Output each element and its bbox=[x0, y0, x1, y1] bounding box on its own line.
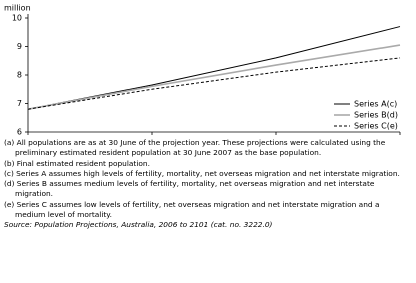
y-tick-label: 10 bbox=[12, 14, 22, 23]
footnote: (e) Series C assumes low levels of ferti… bbox=[4, 199, 380, 220]
footnote: (a) All populations are as at 30 June of… bbox=[4, 138, 386, 158]
y-axis-label: million bbox=[4, 4, 31, 13]
footnote: (c) Series A assumes high levels of fert… bbox=[4, 168, 400, 178]
footnote: (d) Series B assumes medium levels of fe… bbox=[4, 179, 375, 199]
y-tick-label: 8 bbox=[17, 71, 22, 80]
y-tick-label: 9 bbox=[17, 42, 22, 51]
legend-label: Series C(e) bbox=[354, 122, 398, 131]
chart: million 6789102006(b)201620262036Series … bbox=[4, 4, 401, 137]
legend-label: Series A(c) bbox=[354, 100, 397, 109]
series-line bbox=[27, 26, 401, 110]
legend-label: Series B(d) bbox=[354, 111, 398, 120]
source: Source: Population Projections, Australi… bbox=[4, 220, 273, 230]
y-tick-label: 6 bbox=[17, 128, 22, 137]
footnote: (b) Final estimated resident population. bbox=[4, 158, 150, 168]
notes: (a) All populations are as at 30 June of… bbox=[4, 138, 409, 231]
series-line bbox=[27, 44, 401, 110]
y-tick-label: 7 bbox=[17, 99, 22, 108]
series-line bbox=[27, 57, 401, 110]
